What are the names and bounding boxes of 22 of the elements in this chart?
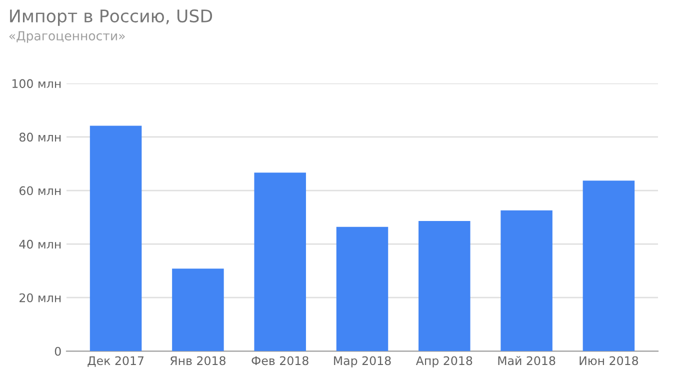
y-tick-label: 60 млн <box>20 186 61 196</box>
bar <box>336 226 388 352</box>
y-tick-label: 0 <box>54 346 61 356</box>
x-tick-label: Июн 2018 <box>580 356 638 366</box>
bar <box>418 221 470 352</box>
y-tick-label: 100 млн <box>12 79 61 88</box>
x-tick-label: Фев 2018 <box>252 356 308 366</box>
bar <box>254 172 306 352</box>
bar <box>90 126 142 352</box>
chart-subtitle: «Драгоценности» <box>9 31 125 43</box>
bar <box>582 180 635 352</box>
x-tick-label: Май 2018 <box>498 356 556 366</box>
y-tick-label: 40 млн <box>19 240 61 249</box>
x-tick-label: Мар 2018 <box>334 356 391 368</box>
x-tick-label: Дек 2017 <box>88 356 144 367</box>
chart-title: Импорт в Россию, USD <box>10 9 212 26</box>
x-tick-label: Апр 2018 <box>416 356 472 368</box>
bar <box>172 268 224 352</box>
x-tick-label: Янв 2018 <box>170 356 226 366</box>
y-tick-label: 20 млн <box>20 293 61 302</box>
y-tick-label: 80 млн <box>19 132 61 142</box>
bar <box>500 210 552 352</box>
